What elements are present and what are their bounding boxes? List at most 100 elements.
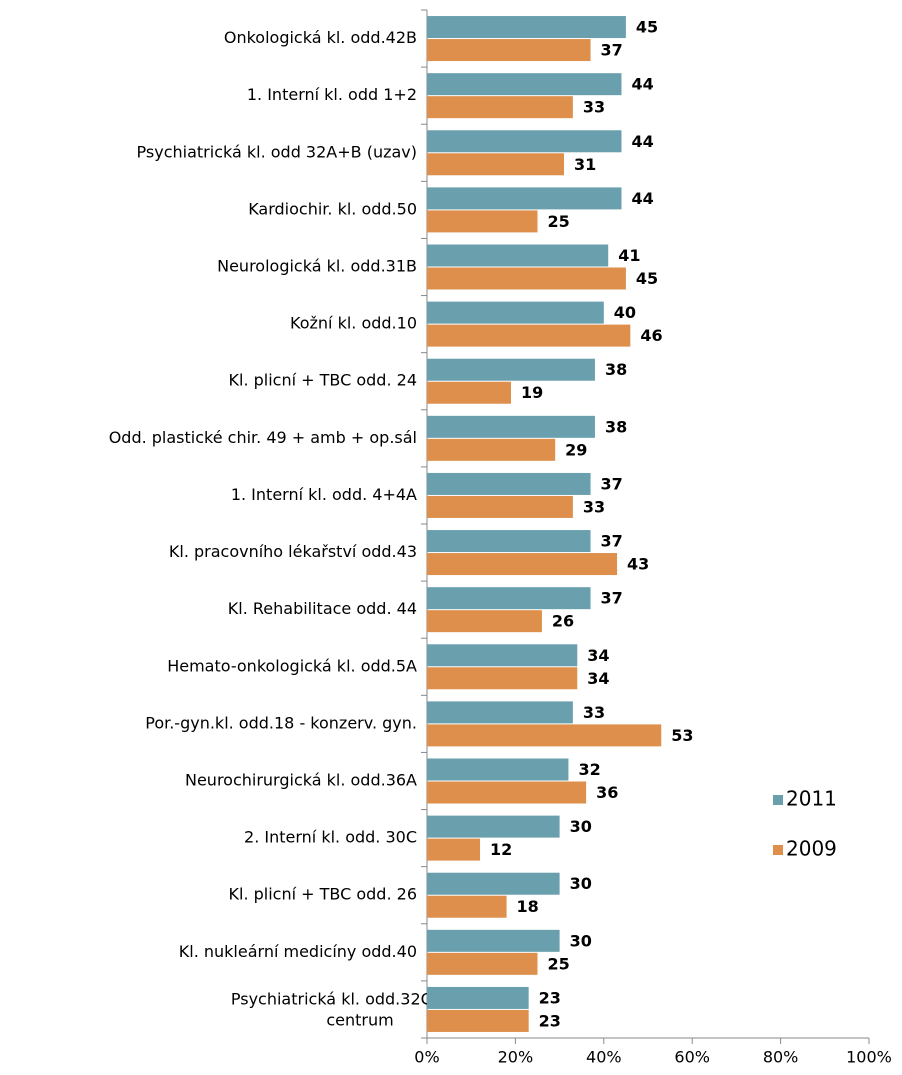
x-tick-label: 80% [763,1048,799,1067]
bar [427,73,622,96]
category-label: Odd. plastické chir. 49 + amb + op.sál [109,428,417,447]
bar [427,986,529,1009]
bar [427,952,538,975]
value-label: 30 [570,874,592,893]
value-label: 53 [671,726,693,745]
bar [427,815,560,838]
bar [427,872,560,895]
value-label: 30 [570,931,592,950]
value-label: 45 [636,269,658,288]
bar [427,895,507,918]
bar [427,701,573,724]
legend-swatch [773,795,783,805]
value-label: 37 [601,41,623,60]
bar [427,267,626,290]
value-label: 46 [640,326,662,345]
bar [427,187,622,210]
bar [427,667,578,690]
value-label: 40 [614,303,636,322]
bar [427,838,481,861]
value-label: 41 [618,246,640,265]
bar [427,1009,529,1032]
value-label: 37 [601,589,623,608]
value-label: 43 [627,555,649,574]
legend-label: 2009 [786,837,837,861]
category-label: Onkologická kl. odd.42B [224,28,417,47]
category-label: 2. Interní kl. odd. 30C [244,828,417,847]
value-label: 31 [574,155,596,174]
category-label: Kl. plicní + TBC odd. 24 [229,371,417,390]
bar [427,724,662,747]
value-label: 44 [631,189,653,208]
bar [427,415,595,438]
x-tick-label: 40% [586,1048,622,1067]
category-label: 1. Interní kl. odd. 4+4A [231,485,417,504]
category-label: Kardiochir. kl. odd.50 [248,199,417,218]
bar [427,358,595,381]
category-label: Psychiatrická kl. odd 32A+B (uzav) [137,142,417,161]
value-label: 44 [631,75,653,94]
bar [427,210,538,233]
bar [427,758,569,781]
category-label: Psychiatrická kl. odd.32C + kriz. centrum [231,989,489,1029]
value-label: 37 [601,474,623,493]
bar [427,130,622,153]
bar [427,495,573,518]
value-label: 33 [583,98,605,117]
category-label: Neurologická kl. odd.31B [217,257,417,276]
bar [427,39,591,62]
value-label: 19 [521,383,543,402]
bar [427,587,591,610]
bar [427,381,511,404]
x-tick-label: 60% [674,1048,710,1067]
category-label: Kl. Rehabilitace odd. 44 [228,599,417,618]
bar [427,929,560,952]
bar [427,553,618,576]
category-label: Por.-gyn.kl. odd.18 - konzerv. gyn. [145,713,417,732]
bar [427,438,556,461]
bar [427,472,591,495]
x-tick-label: 20% [498,1048,534,1067]
bar [427,96,573,119]
bar [427,324,631,347]
value-label: 44 [631,132,653,151]
bar [427,153,565,176]
value-label: 38 [605,360,627,379]
legend-label: 2011 [786,787,837,811]
value-label: 30 [570,817,592,836]
bar [427,781,587,804]
x-tick-label: 100% [846,1048,892,1067]
category-label: Hemato-onkologická kl. odd.5A [167,656,417,675]
legend-swatch [773,845,783,855]
category-label: Kl. nukleární medicíny odd.40 [179,942,417,961]
category-label: Neurochirurgická kl. odd.36A [185,771,417,790]
category-label: Kl. pracovního lékařství odd.43 [169,542,417,561]
value-label: 26 [552,612,574,631]
category-label: Kl. plicní + TBC odd. 26 [229,885,417,904]
x-tick-label: 0% [414,1048,439,1067]
value-label: 34 [587,669,609,688]
value-label: 18 [517,897,539,916]
value-label: 12 [490,840,512,859]
category-label: 1. Interní kl. odd 1+2 [247,85,417,104]
bar [427,301,604,324]
value-label: 37 [601,532,623,551]
value-label: 33 [583,497,605,516]
value-label: 34 [587,646,609,665]
value-label: 36 [596,783,618,802]
category-label: Kožní kl. odd.10 [290,314,417,333]
value-label: 33 [583,703,605,722]
bar [427,610,542,633]
value-label: 23 [539,1011,561,1030]
value-label: 23 [539,988,561,1007]
value-label: 45 [636,18,658,37]
bar [427,530,591,553]
value-label: 29 [565,440,587,459]
value-label: 32 [578,760,600,779]
bar [427,644,578,667]
value-label: 38 [605,417,627,436]
bar [427,244,609,267]
value-label: 25 [548,212,570,231]
bar [427,16,626,39]
